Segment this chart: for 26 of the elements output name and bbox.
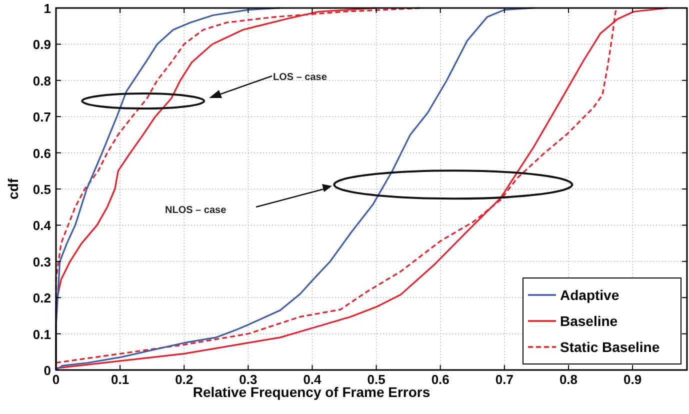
annotation: LOS – case [273, 72, 328, 83]
y-axis-title: cdf [5, 178, 21, 200]
y-tick-label: 0.8 [32, 73, 51, 88]
x-tick-label: 0.7 [495, 372, 514, 387]
x-tick-label: 0.5 [367, 372, 386, 387]
x-tick-label: 0.1 [111, 372, 130, 387]
legend-label: Static Baseline [560, 339, 660, 355]
y-tick-label: 0.2 [32, 290, 51, 306]
legend-label: Baseline [560, 313, 618, 329]
y-tick-label: 0.4 [32, 218, 52, 234]
y-tick-label: 1 [44, 1, 51, 16]
y-tick-label: 0.9 [32, 37, 51, 52]
x-tick-label: 0.4 [303, 372, 322, 387]
y-tick-label: 0.6 [32, 146, 51, 161]
x-tick-label: 0.9 [624, 372, 642, 387]
x-tick-label: 0.8 [559, 372, 578, 387]
legend-label: Adaptive [560, 287, 620, 303]
y-tick-label: 0.3 [32, 254, 51, 270]
annotation: NLOS – case [165, 205, 227, 216]
x-tick-label: 0.2 [175, 372, 194, 387]
x-tick-label: 0.3 [239, 372, 258, 387]
y-tick-label: 0.5 [32, 182, 51, 197]
x-tick-label: 0.6 [431, 372, 450, 387]
y-tick-label: 0.7 [32, 110, 51, 125]
x-axis-title: Relative Frequency of Frame Errors [192, 384, 430, 400]
y-tick-label: 0.1 [32, 326, 51, 342]
